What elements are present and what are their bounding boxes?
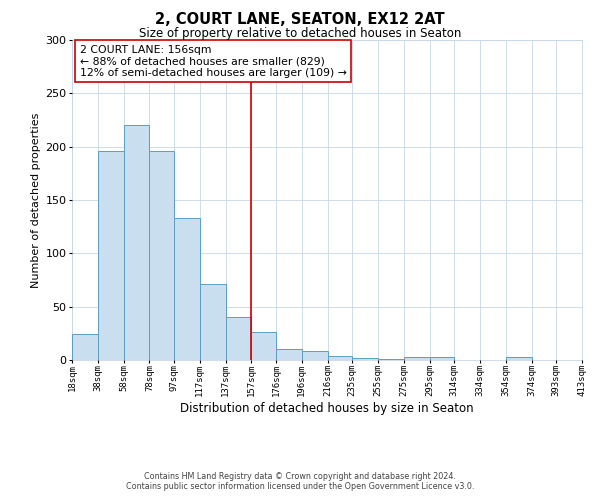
Bar [302,352,328,360]
Y-axis label: Number of detached properties: Number of detached properties [31,112,41,288]
Text: Size of property relative to detached houses in Seaton: Size of property relative to detached ho… [139,28,461,40]
Text: 2 COURT LANE: 156sqm
← 88% of detached houses are smaller (829)
12% of semi-deta: 2 COURT LANE: 156sqm ← 88% of detached h… [80,45,347,78]
Bar [404,357,430,360]
Bar [98,151,124,360]
Bar [149,151,174,360]
Bar [328,356,352,360]
Text: Contains HM Land Registry data © Crown copyright and database right 2024.
Contai: Contains HM Land Registry data © Crown c… [126,472,474,491]
Bar [72,334,98,360]
Text: 2, COURT LANE, SEATON, EX12 2AT: 2, COURT LANE, SEATON, EX12 2AT [155,12,445,28]
Bar [276,350,302,360]
Bar [251,332,276,360]
Bar [352,358,378,360]
Bar [200,284,226,360]
Bar [174,218,200,360]
X-axis label: Distribution of detached houses by size in Seaton: Distribution of detached houses by size … [180,402,474,415]
Bar [378,359,404,360]
Bar [430,357,454,360]
Bar [124,126,149,360]
Bar [506,357,532,360]
Bar [226,318,251,360]
